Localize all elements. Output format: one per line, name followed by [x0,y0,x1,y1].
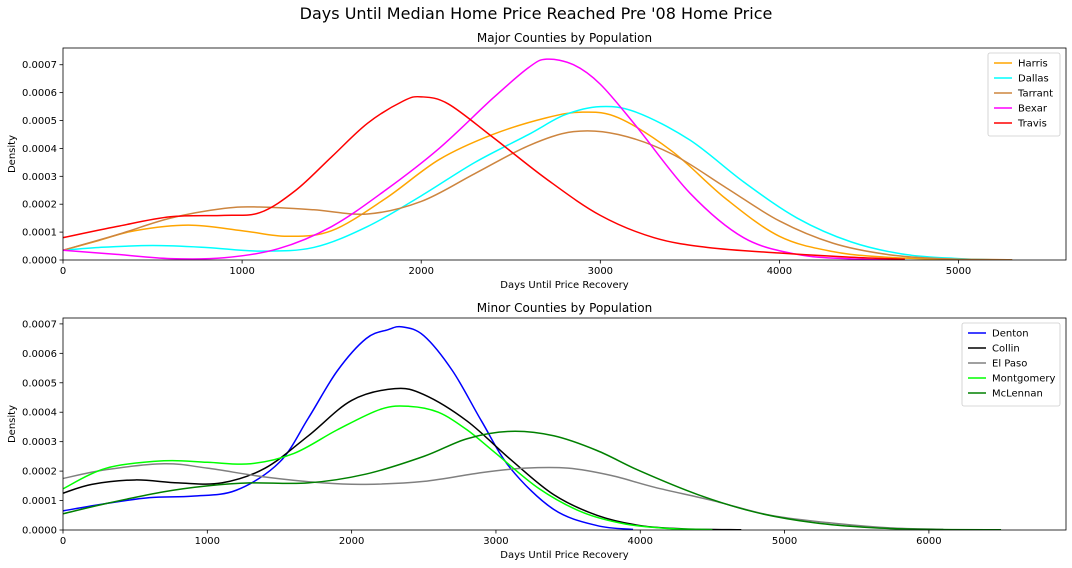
series-line-denton [63,325,634,530]
y-tick-label: 0.0005 [22,116,57,127]
y-tick-label: 0.0007 [22,319,57,330]
legend-entry: Travis [1017,119,1047,130]
legend-box [987,52,1061,137]
y-tick-label: 0.0004 [22,144,57,155]
series-line-travis [63,95,905,260]
legend-entry: El Paso [992,359,1027,370]
x-tick-label: 4000 [628,536,653,547]
axes-frame [62,317,1067,531]
series-line-bexar [63,58,905,260]
legend-entry: Tarrant [1017,89,1053,100]
series-line-dallas [63,105,995,260]
axes-frame [62,47,1067,261]
x-tick-label: 1000 [195,536,220,547]
series-line-mclennan [63,430,1002,530]
x-tick-label: 3000 [483,536,508,547]
y-tick-label: 0.0007 [22,60,57,71]
chart-title: Minor Counties by Population [477,301,652,315]
y-tick-label: 0.0003 [22,437,57,448]
y-tick-label: 0.0002 [22,467,57,478]
x-tick-label: 0 [60,266,66,277]
y-axis-label: Density [7,405,18,443]
x-tick-label: 0 [60,536,66,547]
y-tick-label: 0.0004 [22,408,57,419]
x-tick-label: 2000 [339,536,364,547]
x-tick-label: 2000 [408,266,433,277]
y-tick-label: 0.0002 [22,200,57,211]
figure-title: Days Until Median Home Price Reached Pre… [300,4,773,23]
legend-entry: Collin [992,344,1020,355]
legend-box [961,322,1061,407]
legend: Harris Dallas Tarrant Bexar Travis [987,52,1061,137]
y-tick-label: 0.0000 [22,526,57,537]
y-tick-label: 0.0003 [22,172,57,183]
x-tick-label: 5000 [946,266,971,277]
y-tick-label: 0.0005 [22,378,57,389]
y-axis-label: Density [7,135,18,173]
chart-2: Minor Counties by Population 0 1000 2000 300… [7,301,1067,561]
x-tick-label: 6000 [916,536,941,547]
series-line-tarrant [63,130,1013,260]
y-tick-label: 0.0001 [22,496,57,507]
y-tick-label: 0.0006 [22,88,57,99]
series-line-harris [63,111,959,260]
x-axis-label: Days Until Price Recovery [500,550,628,561]
x-tick-label: 3000 [588,266,613,277]
legend-entry: Montgomery [992,374,1055,385]
x-tick-label: 1000 [229,266,254,277]
x-tick-label: 4000 [767,266,792,277]
series-lines [63,58,1013,260]
chart-title: Major Counties by Population [477,31,652,45]
y-tick-label: 0.0001 [22,228,57,239]
x-axis-label: Days Until Price Recovery [500,280,628,291]
legend-entry: Bexar [1018,104,1048,115]
series-lines [63,325,1002,530]
x-tick-label: 5000 [772,536,797,547]
legend: Denton Collin El Paso Montgomery McLennan [961,322,1061,407]
series-line-montgomery [63,405,713,530]
legend-entry: Denton [992,329,1029,340]
y-tick-label: 0.0000 [22,256,57,267]
y-tick-label: 0.0006 [22,349,57,360]
legend-entry: Harris [1018,59,1048,70]
legend-entry: Dallas [1018,74,1049,85]
series-line-collin [63,387,742,530]
chart-1: Major Counties by Population 0 1000 2000 300… [7,31,1067,291]
legend-entry: McLennan [992,389,1043,400]
